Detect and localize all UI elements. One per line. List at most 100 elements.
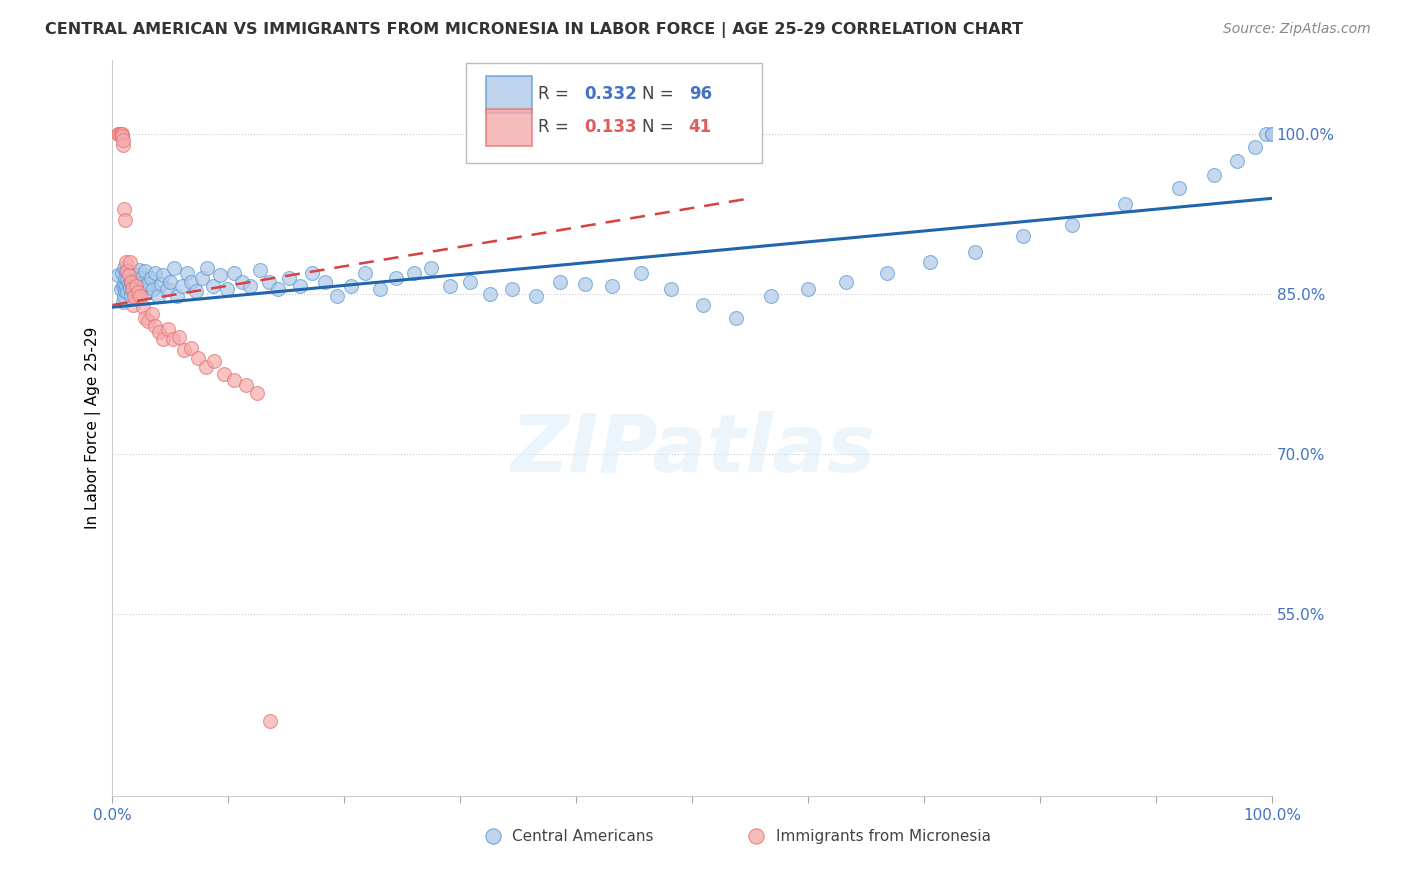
FancyBboxPatch shape (485, 109, 531, 145)
Point (115, 255, 138, 269)
Text: ZIPatlas: ZIPatlas (509, 411, 875, 489)
Point (110, 128, 132, 142)
Point (111, 128, 134, 142)
Point (128, 262, 150, 277)
Point (162, 332, 184, 346)
Point (111, 266, 134, 280)
Point (139, 271, 162, 285)
Point (479, 287, 502, 301)
FancyBboxPatch shape (485, 76, 531, 112)
Text: 41: 41 (689, 119, 711, 136)
Point (143, 319, 166, 334)
Point (150, 277, 173, 291)
Point (1114, 196, 1136, 211)
Point (131, 300, 153, 314)
Point (127, 282, 149, 296)
Point (117, 268, 139, 282)
Point (136, 284, 159, 298)
Point (195, 359, 218, 374)
Point (1168, 180, 1191, 194)
Point (314, 275, 336, 289)
Point (204, 353, 226, 368)
Point (548, 275, 571, 289)
Point (117, 285, 139, 300)
Point (122, 284, 145, 298)
Point (224, 266, 246, 280)
Point (402, 266, 425, 280)
Point (107, 128, 129, 142)
Point (117, 272, 139, 286)
Point (121, 278, 143, 293)
Point (120, 273, 142, 287)
Point (217, 282, 239, 296)
Point (163, 260, 186, 275)
Point (259, 714, 281, 729)
Text: N =: N = (643, 86, 679, 103)
Point (131, 271, 153, 285)
Point (110, 128, 132, 142)
Point (1261, 128, 1284, 142)
Point (190, 271, 212, 285)
Point (152, 332, 174, 346)
Point (134, 310, 156, 325)
Point (111, 294, 134, 309)
Point (918, 255, 941, 269)
Y-axis label: In Labor Force | Age 25-29: In Labor Force | Age 25-29 (86, 326, 101, 529)
Point (125, 268, 148, 282)
Point (111, 278, 134, 293)
Point (249, 262, 271, 277)
Point (197, 260, 219, 275)
Point (202, 278, 225, 293)
Point (290, 278, 312, 293)
Point (725, 310, 748, 325)
Point (759, 289, 782, 303)
Point (1261, 128, 1284, 142)
Point (835, 275, 858, 289)
Point (277, 271, 299, 285)
Point (574, 277, 596, 291)
Point (122, 298, 145, 312)
Point (138, 277, 160, 291)
Text: 96: 96 (689, 86, 711, 103)
Point (157, 321, 180, 335)
Point (876, 266, 898, 280)
Point (212, 368, 235, 382)
Point (152, 268, 174, 282)
Point (112, 277, 135, 291)
Point (112, 202, 135, 216)
Point (124, 289, 146, 303)
Point (120, 289, 142, 303)
Point (501, 282, 523, 296)
Point (120, 275, 142, 289)
Point (114, 284, 136, 298)
Point (117, 264, 139, 278)
Point (368, 282, 391, 296)
Point (173, 343, 195, 357)
Point (184, 284, 207, 298)
Point (692, 298, 714, 312)
Text: N =: N = (643, 119, 679, 136)
Point (326, 289, 349, 303)
Point (340, 278, 363, 293)
Point (127, 285, 149, 300)
Point (142, 282, 165, 296)
Point (1011, 228, 1033, 243)
Point (1226, 153, 1249, 168)
Point (1202, 168, 1225, 182)
Point (108, 128, 131, 142)
Point (1243, 140, 1265, 154)
Point (176, 266, 198, 280)
Point (797, 282, 820, 296)
Point (124, 277, 146, 291)
Point (121, 282, 143, 296)
Point (524, 289, 547, 303)
Point (111, 129, 134, 144)
Point (129, 289, 152, 303)
Point (239, 278, 262, 293)
Point (1254, 128, 1277, 142)
Point (115, 264, 138, 278)
Point (107, 268, 129, 282)
Point (385, 271, 408, 285)
Point (630, 266, 652, 280)
Text: CENTRAL AMERICAN VS IMMIGRANTS FROM MICRONESIA IN LABOR FORCE | AGE 25-29 CORREL: CENTRAL AMERICAN VS IMMIGRANTS FROM MICR… (45, 22, 1024, 38)
